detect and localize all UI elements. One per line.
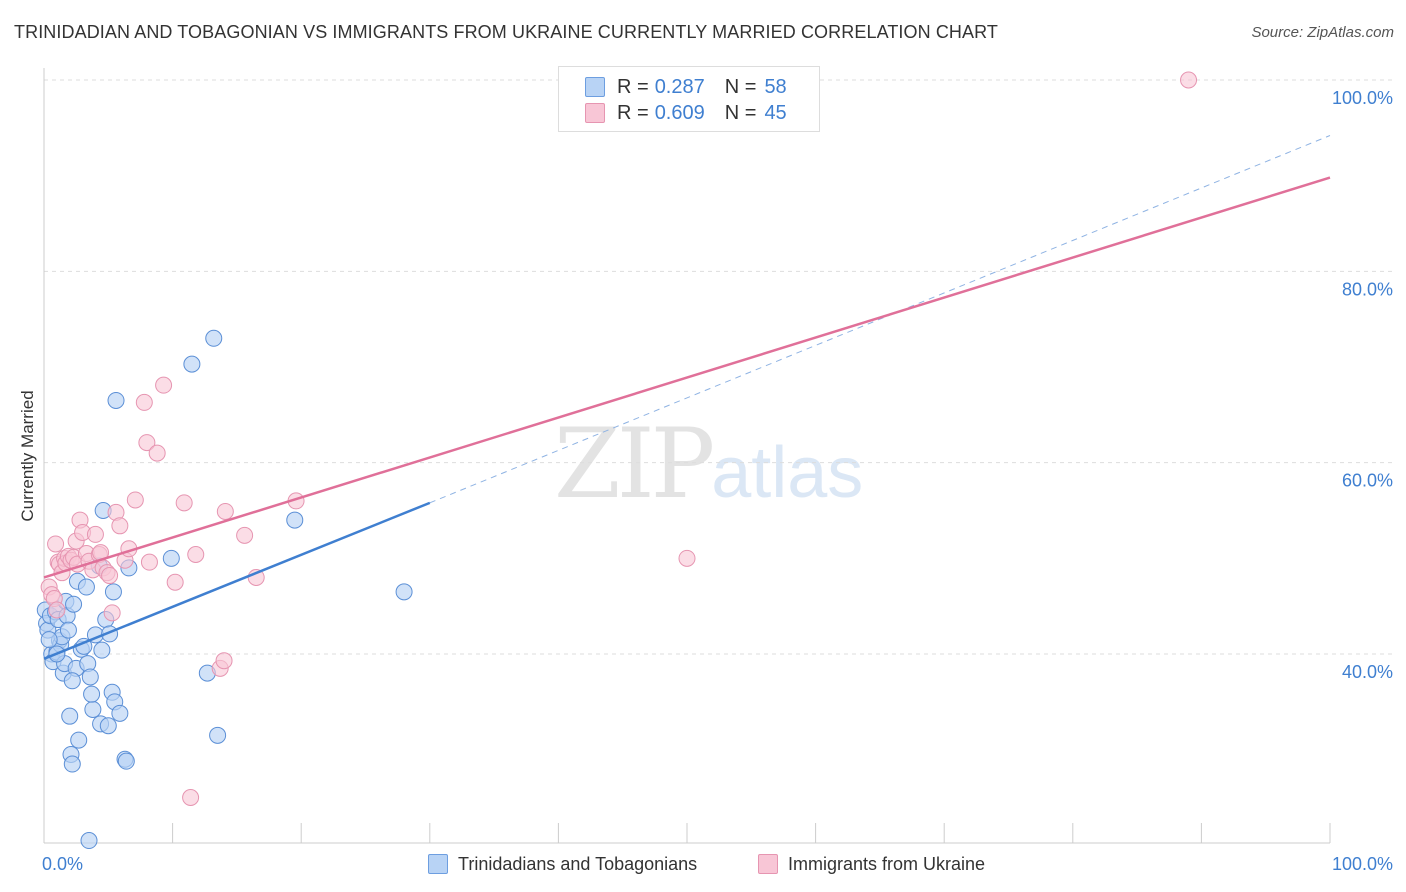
legend-n-value: 45: [764, 101, 787, 124]
point-ukraine-34: [140, 553, 158, 571]
point-ukraine-43: [216, 502, 234, 520]
legend-n-label: N =: [724, 101, 757, 124]
x-tick-label-100: 100.0%: [1332, 854, 1393, 874]
point-ukraine-31: [126, 491, 144, 509]
y-tick-label-100: 100.0%: [1332, 88, 1393, 108]
point-trinidadians-26: [77, 578, 95, 596]
point-trinidadians-53: [395, 583, 413, 601]
point-trinidadians-55: [40, 631, 58, 649]
point-trinidadians-56: [63, 672, 81, 690]
point-trinidadians-23: [70, 731, 88, 749]
series-ukraine-points: [40, 71, 1198, 806]
point-trinidadians-17: [61, 707, 79, 725]
point-trinidadians-20: [65, 595, 83, 613]
legend-r-value: 0.609: [654, 101, 705, 124]
point-ukraine-32: [135, 393, 153, 411]
point-trinidadians-47: [162, 549, 180, 567]
bottom-legend-ukraine: Immigrants from Ukraine: [758, 852, 985, 876]
point-trinidadians-19: [63, 755, 81, 773]
point-trinidadians-51: [209, 726, 227, 744]
point-trinidadians-42: [107, 391, 125, 409]
legend-n-value: 58: [764, 75, 787, 98]
watermark-zip: ZIP: [554, 408, 715, 520]
point-ukraine-42: [215, 652, 233, 670]
series-trinidadians-points: [36, 329, 413, 850]
point-trinidadians-50: [205, 329, 223, 347]
point-ukraine-28: [111, 517, 129, 535]
point-trinidadians-37: [99, 717, 117, 735]
bottom-legend-label-ukraine: Immigrants from Ukraine: [788, 853, 986, 874]
point-ukraine-47: [678, 549, 696, 567]
point-ukraine-36: [155, 376, 173, 394]
y-tick-label-80: 80.0%: [1342, 279, 1393, 299]
point-trinidadians-40: [104, 583, 122, 601]
point-ukraine-20: [86, 525, 104, 543]
axes: [43, 68, 1331, 844]
point-trinidadians-43: [111, 704, 129, 722]
point-ukraine-48: [1180, 71, 1198, 89]
source-label: Source: ZipAtlas.com: [1251, 24, 1394, 41]
point-trinidadians-34: [93, 641, 111, 659]
legend-r-label: R =: [617, 75, 649, 98]
tick-labels: 40.0% 60.0% 80.0% 100.0% 0.0% 100.0%: [42, 88, 1393, 874]
legend-row-trinidadians: R = 0.287 N = 58: [585, 75, 787, 99]
point-trinidadians-57: [83, 685, 101, 703]
point-ukraine-44: [236, 526, 254, 544]
watermark-atlas: atlas: [711, 433, 864, 513]
y-axis-label: Currently Married: [18, 390, 37, 522]
trend-lines: [43, 135, 1331, 660]
legend-swatch-pink: [585, 103, 605, 123]
y-tick-label-40: 40.0%: [1342, 662, 1393, 682]
point-ukraine-25: [101, 567, 119, 585]
bottom-legend-swatch-pink: [758, 854, 778, 874]
point-ukraine-39: [182, 789, 200, 806]
bottom-legend-swatch-blue: [428, 854, 448, 874]
legend-row-ukraine: R = 0.609 N = 45: [585, 101, 787, 125]
watermark: ZIPatlas: [554, 408, 863, 520]
point-ukraine-3: [47, 535, 65, 553]
legend-n-label: N =: [724, 75, 757, 98]
trend-trinidadians: [43, 501, 431, 660]
legend: R = 0.287 N = 58 R = 0.609 N = 45: [558, 66, 820, 132]
point-ukraine-40: [187, 546, 205, 564]
y-tick-label-60: 60.0%: [1342, 471, 1393, 491]
point-trinidadians-48: [183, 355, 201, 373]
point-ukraine-26: [103, 604, 121, 622]
chart-title: TRINIDADIAN AND TOBAGONIAN VS IMMIGRANTS…: [14, 22, 999, 42]
point-ukraine-37: [166, 573, 184, 591]
bottom-legend-label-trinidadians: Trinidadians and Tobagonians: [458, 853, 698, 874]
x-tick-label-0: 0.0%: [42, 854, 83, 874]
legend-r-value: 0.287: [654, 75, 705, 98]
legend-r-label: R =: [617, 101, 649, 124]
point-ukraine-38: [175, 494, 193, 512]
point-trinidadians-29: [81, 668, 99, 686]
point-ukraine-33: [138, 434, 156, 452]
trend-trinidadians-extension: [429, 135, 1331, 504]
trend-ukraine: [43, 176, 1331, 579]
bottom-legend-trinidadians: Trinidadians and Tobagonians: [428, 852, 697, 876]
legend-swatch-blue: [585, 77, 605, 97]
point-trinidadians-52: [286, 511, 304, 529]
point-trinidadians-45: [117, 752, 135, 770]
point-trinidadians-16: [59, 621, 77, 639]
point-trinidadians-30: [84, 700, 102, 718]
point-trinidadians-28: [80, 832, 98, 850]
point-ukraine-35: [148, 444, 166, 462]
point-ukraine-4: [48, 601, 66, 619]
